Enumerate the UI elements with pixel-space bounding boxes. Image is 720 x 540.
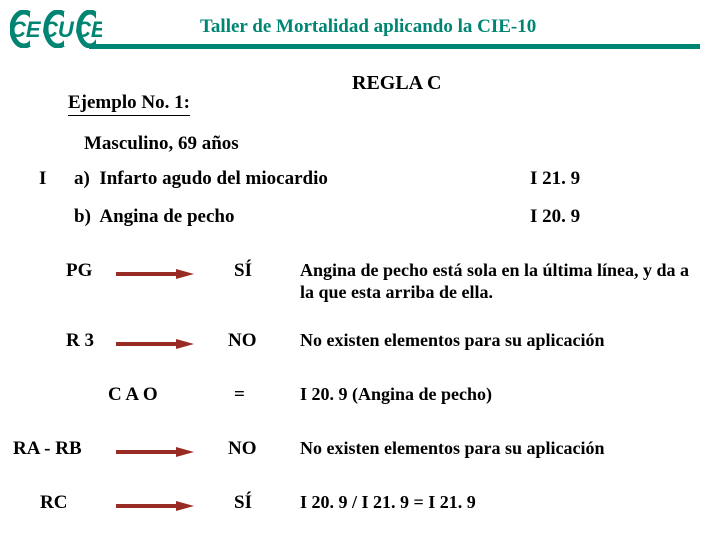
rule-explanation-1: No existen elementos para su aplicación: [300, 330, 695, 352]
header-title: Taller de Mortalidad aplicando la CIE-10: [200, 16, 536, 38]
rule-heading: REGLA C: [352, 72, 441, 95]
arrow-icon: [116, 336, 194, 344]
rule-result-2: =: [234, 384, 245, 406]
rule-explanation-3: No existen elementos para su aplicación: [300, 438, 695, 460]
rule-explanation-0: Angina de pecho está sola en la última l…: [300, 260, 695, 303]
svg-text:CE: CE: [75, 17, 102, 42]
rule-result-0: SÍ: [234, 260, 252, 282]
cause-a-text: Infarto agudo del miocardio: [99, 168, 328, 189]
rule-explanation-4: I 20. 9 / I 21. 9 = I 21. 9: [300, 492, 695, 514]
cause-b-letter: b): [74, 206, 91, 227]
rule-label-3: RA - RB: [13, 438, 82, 460]
part-i-label: I: [39, 168, 46, 190]
rule-result-1: NO: [228, 330, 257, 352]
header-underline: [89, 44, 700, 49]
arrow-icon: [116, 444, 194, 452]
cause-a-letter: a): [74, 168, 90, 189]
svg-text:CU: CU: [42, 17, 75, 42]
rule-label-1: R 3: [66, 330, 94, 352]
cecuce-logo: CE CU CE: [10, 10, 102, 48]
rule-result-4: SÍ: [234, 492, 252, 514]
rule-label-0: PG: [66, 260, 92, 282]
cause-b: b) Angina de pecho: [74, 206, 235, 228]
cause-a: a) Infarto agudo del miocardio: [74, 168, 328, 190]
arrow-icon: [116, 266, 194, 274]
svg-text:CE: CE: [10, 17, 42, 42]
rule-label-4: RC: [40, 492, 67, 514]
arrow-icon: [116, 498, 194, 506]
demographics: Masculino, 69 años: [84, 133, 239, 155]
rule-result-3: NO: [228, 438, 257, 460]
cause-b-text: Angina de pecho: [99, 206, 234, 227]
example-label: Ejemplo No. 1:: [68, 92, 190, 116]
code-a: I 21. 9: [530, 168, 580, 190]
rule-explanation-2: I 20. 9 (Angina de pecho): [300, 384, 695, 406]
code-b: I 20. 9: [530, 206, 580, 228]
rule-label-2: C A O: [108, 384, 158, 406]
